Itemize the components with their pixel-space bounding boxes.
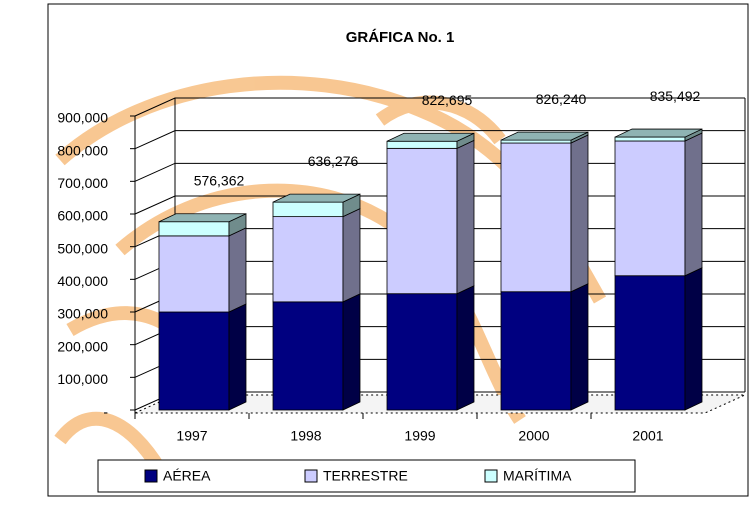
bar-segment (387, 294, 457, 410)
x-tick-label: 1998 (290, 428, 321, 444)
bar-segment (159, 222, 229, 236)
bar-segment (387, 141, 457, 148)
data-label: 822,695 (422, 92, 473, 108)
bar-side (229, 228, 246, 312)
data-label: 826,240 (536, 91, 587, 107)
bar-segment (273, 302, 343, 410)
y-tick-label: - (103, 404, 108, 420)
bar-side (229, 304, 246, 410)
bar-segment (615, 141, 685, 276)
bar-segment (615, 137, 685, 141)
bar-side (685, 268, 702, 410)
data-label: 835,492 (650, 88, 701, 104)
data-label: 576,362 (194, 172, 245, 188)
bar-segment (159, 312, 229, 410)
y-tick-label: 700,000 (57, 175, 108, 191)
bar-segment (273, 202, 343, 216)
y-tick-label: 200,000 (57, 338, 108, 354)
legend-swatch (305, 470, 317, 482)
bar-segment (501, 143, 571, 292)
bar-side (457, 140, 474, 293)
data-label: 636,276 (308, 153, 359, 169)
bar-side (343, 209, 360, 302)
y-tick-label: 900,000 (57, 110, 108, 126)
y-tick-label: 600,000 (57, 208, 108, 224)
chart: GRÁFICA No. 1 - 100,000 200,000 300,000 400,… (0, 0, 751, 505)
legend-label: MARÍTIMA (503, 468, 572, 484)
legend-label: AÉREA (163, 468, 211, 484)
chart-title: GRÁFICA No. 1 (346, 29, 455, 46)
bar-side (457, 286, 474, 410)
bar-segment (501, 292, 571, 410)
bar-side (571, 135, 588, 292)
bar-side (571, 284, 588, 410)
bar-segment (387, 148, 457, 293)
legend-label: TERRESTRE (323, 468, 408, 484)
bar-segment (615, 276, 685, 410)
x-tick-label: 2001 (632, 428, 663, 444)
bar-segment (273, 217, 343, 302)
y-tick-label: 800,000 (57, 142, 108, 158)
bar-segment (159, 236, 229, 312)
bar-segment (501, 140, 571, 143)
page: {"chart_data": {"type": "bar3d_stacked",… (0, 0, 751, 505)
y-tick-label: 300,000 (57, 306, 108, 322)
bar-side (685, 133, 702, 276)
legend-swatch (485, 470, 497, 482)
x-tick-label: 1999 (404, 428, 435, 444)
y-tick-label: 100,000 (57, 371, 108, 387)
x-tick-label: 1997 (176, 428, 207, 444)
x-tick-label: 2000 (518, 428, 549, 444)
y-tick-label: 400,000 (57, 273, 108, 289)
bar-side (343, 294, 360, 410)
legend-swatch (145, 470, 157, 482)
y-tick-label: 500,000 (57, 240, 108, 256)
